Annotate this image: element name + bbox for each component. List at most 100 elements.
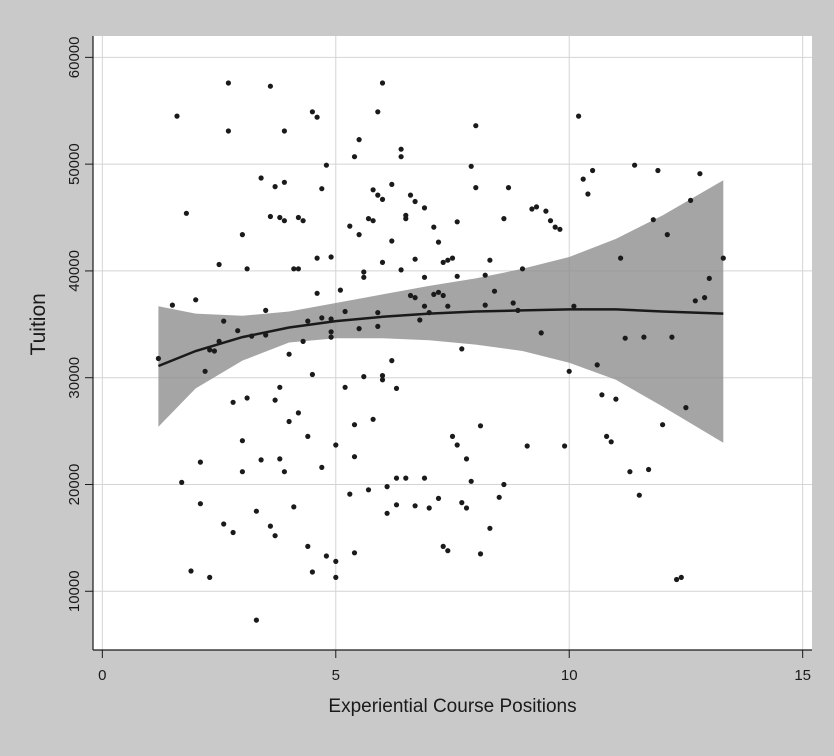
data-point (627, 469, 633, 475)
y-tick-label: 20000 (66, 464, 83, 506)
data-point (351, 154, 358, 160)
data-point (487, 525, 493, 531)
data-point (501, 481, 507, 488)
data-point (365, 216, 372, 222)
data-point (267, 83, 273, 89)
data-point (305, 433, 311, 439)
data-point (244, 395, 250, 401)
x-axis-label: Experiential Course Positions (328, 696, 576, 717)
data-point (393, 385, 400, 391)
data-point (403, 475, 409, 481)
data-point (482, 272, 488, 278)
data-point (463, 456, 470, 462)
data-point (435, 289, 442, 295)
data-point (300, 218, 306, 224)
data-point (258, 457, 264, 463)
data-point (487, 257, 493, 263)
data-point (253, 617, 259, 623)
data-point (295, 266, 301, 272)
data-point (281, 179, 287, 185)
data-point (421, 303, 428, 309)
data-point (328, 334, 334, 340)
data-point (328, 329, 334, 335)
data-point (379, 377, 386, 383)
data-point (323, 162, 329, 168)
data-point (319, 186, 325, 192)
data-point (263, 307, 269, 313)
data-point (389, 358, 395, 364)
data-point (655, 167, 661, 174)
data-point (384, 510, 390, 516)
data-point (496, 494, 502, 500)
data-point (529, 206, 535, 212)
data-point (431, 291, 437, 297)
data-point (445, 548, 451, 554)
y-tick-label: 50000 (66, 143, 83, 185)
data-point (440, 259, 446, 265)
data-point (314, 255, 320, 261)
data-point (370, 187, 376, 193)
data-point (692, 298, 698, 304)
data-point (314, 114, 320, 120)
data-point (272, 397, 278, 403)
data-point (319, 315, 325, 321)
data-point (389, 181, 395, 187)
data-point (351, 422, 358, 428)
data-point (407, 292, 414, 299)
data-point (295, 410, 301, 416)
data-point (333, 574, 339, 581)
data-point (361, 269, 367, 275)
data-point (207, 347, 213, 353)
data-point (398, 154, 404, 160)
data-point (519, 266, 526, 272)
data-point (197, 459, 203, 465)
data-point (706, 275, 712, 281)
data-point (599, 392, 605, 398)
data-point (594, 362, 600, 368)
y-axis-label: Tuition (27, 293, 50, 355)
data-point (267, 213, 273, 220)
data-point (562, 443, 568, 449)
data-point (426, 505, 432, 511)
x-tick-label: 10 (561, 667, 578, 684)
data-point (431, 224, 437, 230)
data-point (207, 574, 213, 581)
data-point (379, 373, 386, 379)
data-point (412, 198, 418, 205)
data-point (440, 543, 446, 550)
data-point (393, 475, 400, 481)
data-point (641, 334, 647, 340)
data-point (440, 292, 446, 299)
data-point (454, 219, 460, 225)
data-point (286, 351, 292, 357)
data-point (305, 318, 311, 324)
data-point (272, 533, 278, 539)
data-point (230, 399, 236, 405)
data-point (375, 310, 381, 316)
data-point (473, 123, 479, 129)
data-point (688, 197, 694, 203)
data-point (538, 330, 544, 336)
data-point (281, 469, 287, 475)
data-point (533, 204, 540, 210)
data-point (435, 495, 442, 501)
data-point (459, 500, 465, 506)
data-point (608, 439, 614, 445)
data-point (407, 192, 414, 198)
data-point (300, 338, 306, 344)
data-point (412, 295, 418, 301)
data-point (375, 323, 381, 329)
data-point (449, 433, 456, 439)
y-tick-label: 60000 (66, 36, 83, 78)
data-point (272, 184, 278, 190)
data-point (580, 176, 586, 182)
data-point (221, 521, 227, 527)
data-point (379, 196, 386, 202)
data-point (193, 297, 199, 303)
data-point (543, 208, 549, 214)
data-point (188, 568, 194, 574)
data-point (552, 224, 558, 230)
data-point (398, 267, 404, 273)
data-point (697, 171, 703, 177)
